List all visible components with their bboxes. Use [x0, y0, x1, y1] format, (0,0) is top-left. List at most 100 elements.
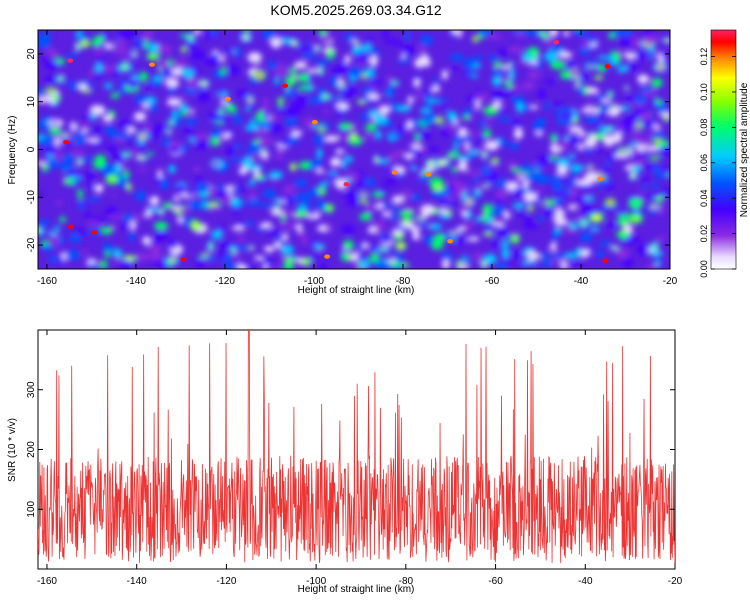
heat-blob — [653, 191, 662, 198]
heat-blob — [645, 264, 658, 269]
heat-blob — [456, 264, 469, 269]
heat-blob — [189, 137, 196, 143]
heat-core — [625, 86, 628, 90]
heat-blob — [337, 133, 347, 139]
heat-blob — [248, 164, 263, 172]
heat-blob — [235, 143, 241, 151]
heat-blob — [38, 32, 52, 39]
heat-blob — [550, 155, 558, 161]
heat-blob — [644, 30, 654, 36]
heat-blob — [104, 249, 111, 258]
heat-blob — [567, 135, 580, 146]
heat-blob — [607, 153, 616, 163]
heat-blob — [551, 232, 558, 243]
heat-blob — [472, 73, 478, 79]
heat-blob — [579, 185, 595, 190]
chart-title: KOM5.2025.269.03.34.G12 — [270, 2, 441, 18]
x-tick-label: -40 — [578, 576, 593, 587]
heat-core — [293, 75, 297, 79]
heat-blob — [148, 103, 158, 113]
heat-core — [316, 47, 320, 51]
spectrogram-ylabel: Frequency (Hz) — [7, 116, 18, 185]
heat-blob — [248, 180, 256, 186]
heat-blob — [596, 179, 605, 184]
heat-blob — [553, 227, 562, 234]
heat-blob — [357, 178, 365, 189]
heat-blob — [634, 152, 640, 161]
heat-blob — [404, 152, 414, 160]
heat-blob — [283, 184, 295, 196]
heat-blob — [326, 173, 340, 182]
heat-blob — [39, 57, 47, 63]
heat-blob — [150, 131, 158, 140]
heat-blob — [132, 41, 146, 49]
heat-blob — [564, 252, 579, 259]
heat-blob — [651, 78, 663, 88]
heat-blob — [313, 244, 326, 250]
heat-blob — [121, 221, 128, 231]
heat-blob — [475, 146, 491, 153]
heat-blob — [367, 37, 374, 46]
heat-blob — [447, 183, 455, 193]
heat-blob — [38, 191, 44, 197]
heat-blob — [530, 105, 539, 110]
heat-blob — [240, 157, 254, 169]
heat-blob — [254, 255, 265, 261]
heat-blob — [658, 112, 670, 117]
heat-blob — [491, 100, 503, 109]
heat-core — [619, 150, 627, 154]
heat-blob — [523, 216, 532, 225]
heat-blob — [428, 223, 443, 230]
heat-blob — [290, 130, 303, 137]
heat-blob — [365, 202, 375, 212]
heat-blob — [244, 151, 256, 157]
snr-series-line — [38, 330, 675, 564]
heat-hotspot — [67, 58, 74, 63]
heat-blob — [620, 119, 635, 127]
heat-blob — [424, 103, 433, 108]
heat-blob — [537, 155, 552, 166]
heat-blob — [231, 156, 238, 164]
colorbar-ticks: 0.00 0.02 0.04 0.06 0.08 0.10 0.12 — [699, 48, 736, 278]
heat-blob — [242, 30, 251, 33]
heat-blob — [284, 76, 296, 87]
heat-blob — [382, 30, 389, 38]
heat-blob — [635, 50, 646, 61]
heat-core — [291, 164, 295, 170]
x-tick-label: -140 — [126, 276, 146, 287]
x-tick-label: -100 — [304, 276, 324, 287]
heat-blob — [522, 179, 530, 189]
heat-blob — [462, 191, 468, 201]
heat-blob — [270, 37, 282, 49]
heat-blob — [225, 263, 240, 269]
heat-blob — [344, 33, 354, 43]
snr-y-axis: 100 200 300 — [26, 381, 675, 518]
heat-blob — [597, 111, 605, 118]
heat-blob — [390, 206, 400, 212]
x-tick-label: -120 — [216, 576, 236, 587]
heat-blob — [107, 145, 117, 154]
heat-blob — [492, 239, 500, 250]
heat-blob — [541, 198, 548, 210]
heat-blob — [568, 126, 583, 133]
heat-blob — [65, 249, 80, 261]
heat-blob — [218, 136, 225, 144]
heat-blob — [217, 88, 224, 96]
heat-blob — [368, 66, 377, 71]
heat-blob — [536, 216, 544, 222]
heat-blob — [274, 67, 289, 76]
heat-blob — [486, 163, 500, 169]
heat-blob — [524, 30, 537, 37]
heat-core — [654, 139, 661, 143]
heat-blob — [245, 107, 252, 112]
heat-blob — [343, 190, 359, 199]
heat-blob — [575, 246, 583, 258]
heat-blob — [194, 30, 201, 35]
heat-blob — [147, 152, 154, 157]
heat-blob — [560, 112, 574, 120]
heat-blob — [358, 114, 372, 120]
snr-x-axis: -160 -140 -120 -100 -80 -60 -40 -20 — [37, 330, 683, 587]
heat-blob — [304, 117, 315, 129]
heat-blob — [420, 35, 433, 46]
